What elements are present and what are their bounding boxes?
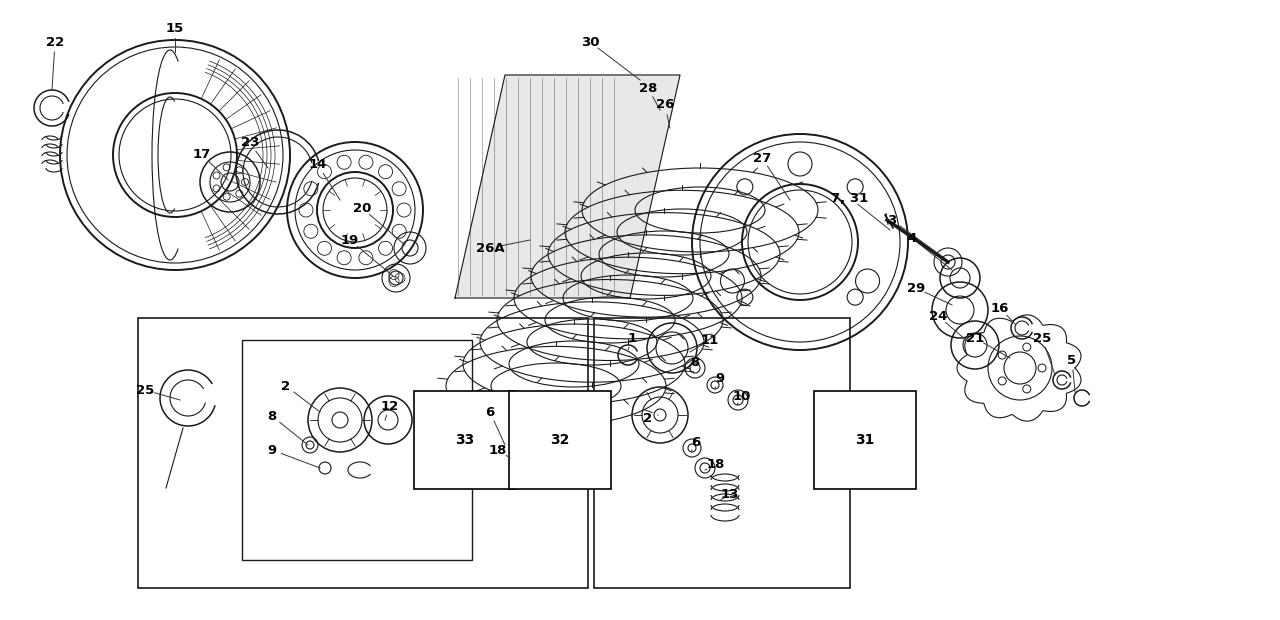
- Polygon shape: [454, 75, 680, 298]
- Text: 17: 17: [193, 149, 211, 161]
- Text: 6: 6: [485, 405, 494, 419]
- Text: 21: 21: [966, 332, 984, 345]
- Text: 26A: 26A: [476, 242, 504, 254]
- Text: 22: 22: [46, 35, 64, 48]
- Text: 2: 2: [644, 412, 653, 425]
- Text: 31: 31: [855, 433, 874, 447]
- Text: 6: 6: [691, 435, 700, 448]
- Text: 13: 13: [721, 489, 739, 502]
- Text: 2: 2: [282, 379, 291, 392]
- Text: 29: 29: [906, 281, 925, 294]
- Text: 23: 23: [241, 136, 259, 149]
- Text: 28: 28: [639, 81, 657, 94]
- Text: 18: 18: [707, 459, 726, 471]
- Text: 15: 15: [166, 22, 184, 35]
- Text: 8: 8: [268, 409, 276, 422]
- Text: 5: 5: [1068, 353, 1076, 366]
- Text: 25: 25: [1033, 332, 1051, 345]
- Text: 19: 19: [340, 234, 360, 247]
- Text: 4: 4: [908, 231, 916, 244]
- Text: 20: 20: [353, 202, 371, 215]
- Text: 12: 12: [381, 399, 399, 412]
- Text: 25: 25: [136, 384, 154, 397]
- Text: 26: 26: [655, 99, 675, 112]
- Text: 3: 3: [887, 213, 896, 226]
- Text: 30: 30: [581, 35, 599, 48]
- Text: 9: 9: [268, 443, 276, 456]
- Text: 33: 33: [456, 433, 475, 447]
- Text: 32: 32: [550, 433, 570, 447]
- Bar: [538, 420, 582, 460]
- Text: 1: 1: [627, 332, 636, 345]
- Bar: [242, 340, 472, 560]
- Text: 18: 18: [489, 443, 507, 456]
- Text: 14: 14: [308, 159, 328, 172]
- Text: 10: 10: [733, 389, 751, 402]
- Text: 27: 27: [753, 151, 771, 164]
- Text: 7, 31: 7, 31: [832, 192, 869, 205]
- Bar: [594, 318, 850, 588]
- Text: 9: 9: [716, 371, 724, 384]
- Text: 24: 24: [929, 309, 947, 322]
- Text: 16: 16: [991, 301, 1009, 314]
- Text: 11: 11: [701, 334, 719, 347]
- Bar: [138, 318, 588, 588]
- Text: 8: 8: [690, 355, 700, 368]
